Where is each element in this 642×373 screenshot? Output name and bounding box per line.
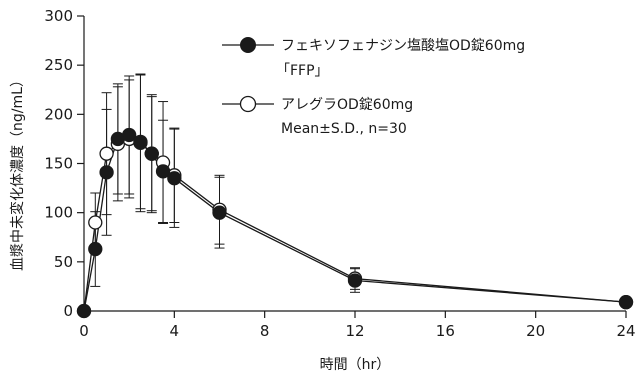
series-lines — [83, 134, 627, 312]
y-tick-label-300: 300 — [44, 7, 73, 25]
data-point-s1-1 — [88, 215, 103, 230]
data-point-s0-0 — [76, 303, 92, 319]
legend-label-allegra: アレグラOD錠60mg — [281, 97, 413, 113]
data-point-s1-2 — [99, 146, 114, 161]
y-tick-label-100: 100 — [44, 204, 73, 222]
data-point-s0-7 — [155, 164, 171, 179]
legend: フェキソフェナジン塩酸塩OD錠60mg 「FFP」 アレグラOD錠60mg Me… — [222, 37, 525, 137]
legend-label-ffp-line2: 「FFP」 — [276, 63, 329, 79]
data-point-s0-10 — [347, 273, 363, 288]
data-point-s0-1 — [88, 241, 103, 257]
x-tick-label-4: 4 — [170, 322, 180, 340]
legend-note: Mean±S.D., n=30 — [281, 121, 407, 137]
x-tick-label-16: 16 — [436, 322, 455, 340]
x-tick-label-12: 12 — [345, 322, 364, 340]
legend-marker-ffp — [240, 37, 256, 53]
axes: 0 50 100 150 200 250 300 0 4 8 12 16 20 24 — [44, 7, 635, 340]
data-point-s0-5 — [133, 135, 148, 151]
legend-label-ffp: フェキソフェナジン塩酸塩OD錠60mg — [281, 38, 525, 54]
data-point-s0-2 — [99, 165, 114, 180]
y-tick-label-50: 50 — [54, 253, 73, 271]
data-point-s0-11 — [618, 294, 634, 310]
data-point-s0-9 — [212, 205, 227, 220]
data-points — [76, 127, 634, 319]
data-point-s0-6 — [144, 146, 159, 161]
data-point-s0-4 — [122, 127, 137, 143]
x-tick-label-0: 0 — [79, 322, 89, 340]
x-axis-title: 時間（hr） — [320, 357, 391, 373]
data-point-s0-8 — [167, 171, 182, 186]
x-tick-label-24: 24 — [616, 322, 635, 340]
y-tick-label-150: 150 — [44, 155, 73, 173]
y-axis-title: 血漿中未変化体濃度（ng/mL） — [9, 73, 26, 271]
x-tick-label-8: 8 — [260, 322, 270, 340]
legend-marker-allegra — [239, 95, 257, 113]
y-tick-label-200: 200 — [44, 105, 73, 123]
series-line-1 — [83, 138, 627, 312]
y-tick-label-250: 250 — [44, 56, 73, 74]
x-tick-label-20: 20 — [526, 322, 545, 340]
y-tick-label-0: 0 — [63, 302, 73, 320]
